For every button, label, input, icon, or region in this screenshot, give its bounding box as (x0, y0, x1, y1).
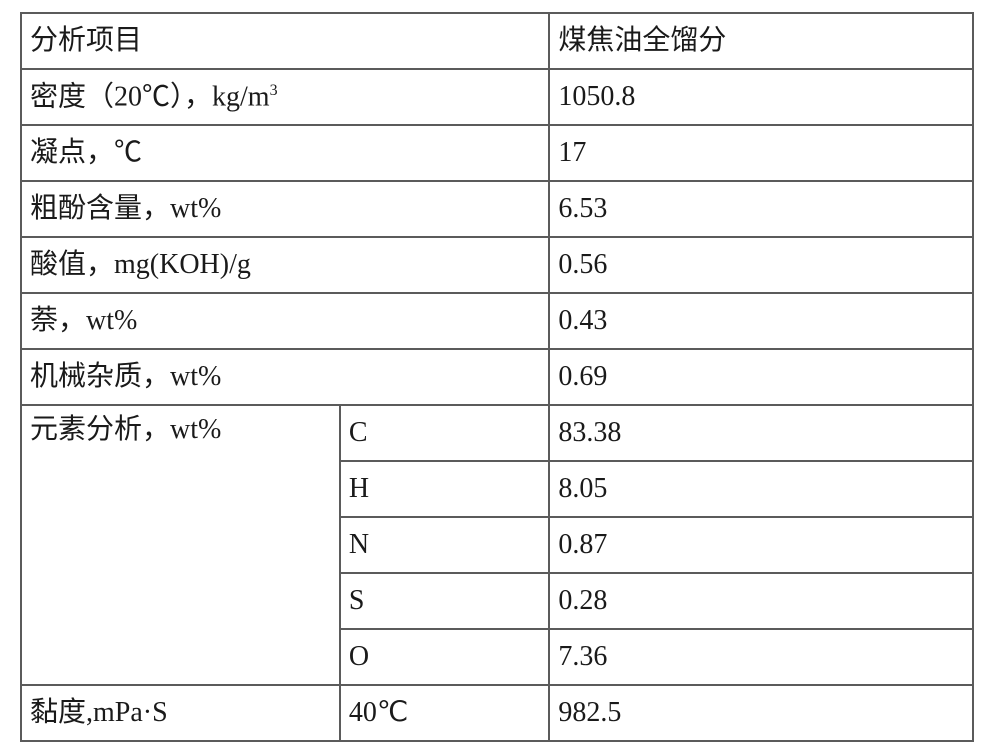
table-row: 粗酚含量，wt% 6.53 (21, 181, 973, 237)
element-symbol: C (340, 405, 549, 461)
table-row: 密度（20℃），kg/m3 1050.8 (21, 69, 973, 125)
element-value: 8.05 (549, 461, 973, 517)
row-value: 0.43 (549, 293, 973, 349)
element-symbol: N (340, 517, 549, 573)
row-label: 粗酚含量，wt% (21, 181, 549, 237)
row-label: 机械杂质，wt% (21, 349, 549, 405)
row-value: 0.56 (549, 237, 973, 293)
element-symbol: H (340, 461, 549, 517)
row-value: 0.69 (549, 349, 973, 405)
row-label: 密度（20℃），kg/m3 (21, 69, 549, 125)
table-row: 萘，wt% 0.43 (21, 293, 973, 349)
table-row: 酸值，mg(KOH)/g 0.56 (21, 237, 973, 293)
element-analysis-label: 元素分析，wt% (21, 405, 340, 685)
element-value: 0.28 (549, 573, 973, 629)
table-body: 分析项目 煤焦油全馏分 密度（20℃），kg/m3 1050.8 凝点，℃ 17… (21, 13, 973, 741)
element-value: 83.38 (549, 405, 973, 461)
row-value: 1050.8 (549, 69, 973, 125)
table-header-row: 分析项目 煤焦油全馏分 (21, 13, 973, 69)
element-symbol: O (340, 629, 549, 685)
header-left: 分析项目 (21, 13, 549, 69)
element-row: 元素分析，wt% C 83.38 (21, 405, 973, 461)
header-right: 煤焦油全馏分 (549, 13, 973, 69)
analysis-table: 分析项目 煤焦油全馏分 密度（20℃），kg/m3 1050.8 凝点，℃ 17… (20, 12, 974, 742)
viscosity-label: 黏度,mPa·S (21, 685, 340, 741)
row-label: 萘，wt% (21, 293, 549, 349)
element-value: 7.36 (549, 629, 973, 685)
element-symbol: S (340, 573, 549, 629)
viscosity-temp: 40℃ (340, 685, 549, 741)
table-row: 凝点，℃ 17 (21, 125, 973, 181)
row-value: 6.53 (549, 181, 973, 237)
row-label: 凝点，℃ (21, 125, 549, 181)
element-value: 0.87 (549, 517, 973, 573)
row-label: 酸值，mg(KOH)/g (21, 237, 549, 293)
row-value: 17 (549, 125, 973, 181)
viscosity-row: 黏度,mPa·S 40℃ 982.5 (21, 685, 973, 741)
table-row: 机械杂质，wt% 0.69 (21, 349, 973, 405)
analysis-table-wrapper: 分析项目 煤焦油全馏分 密度（20℃），kg/m3 1050.8 凝点，℃ 17… (20, 12, 974, 742)
viscosity-value: 982.5 (549, 685, 973, 741)
